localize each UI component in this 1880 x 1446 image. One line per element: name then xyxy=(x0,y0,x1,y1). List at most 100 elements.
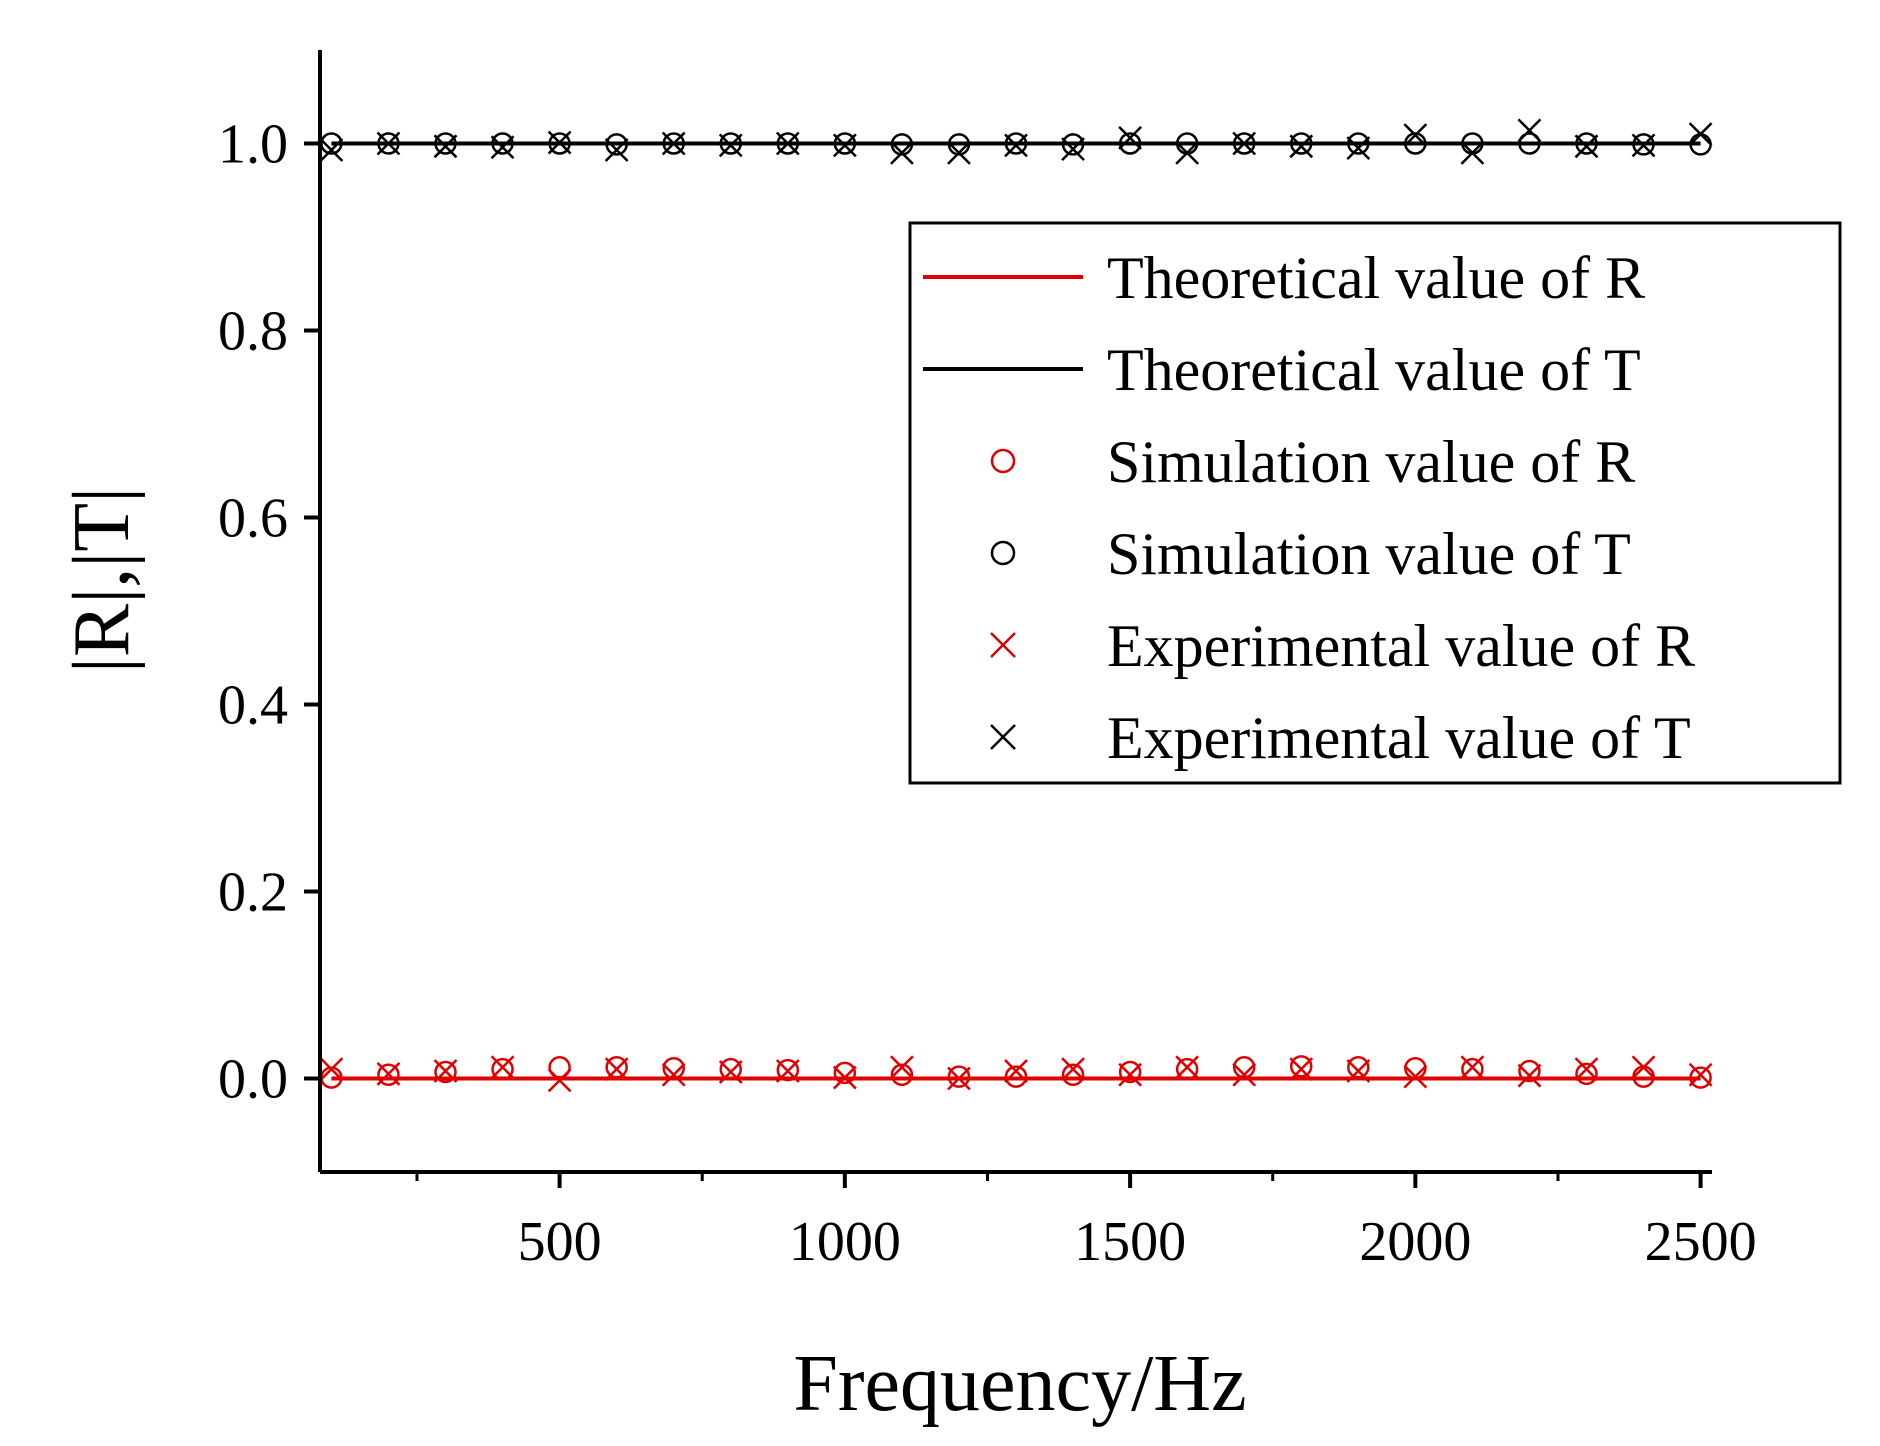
data-point-circle xyxy=(377,132,400,155)
data-point-circle xyxy=(1004,132,1028,155)
legend-circle-marker xyxy=(990,540,1016,566)
data-point-cross xyxy=(661,131,686,156)
y-tick-label: 0.0 xyxy=(218,1049,288,1111)
data-point-circle xyxy=(719,1057,743,1081)
data-point-cross xyxy=(604,1057,629,1082)
data-point-cross xyxy=(1175,140,1200,165)
y-tick-label: 0.6 xyxy=(218,488,288,550)
legend-cross-marker xyxy=(990,632,1016,658)
data-point-circle xyxy=(833,132,857,155)
y-axis-title: |R|,|T| xyxy=(58,487,146,673)
data-point-cross xyxy=(1061,1057,1085,1082)
legend-label: Experimental value of R xyxy=(1107,613,1695,679)
data-point-cross xyxy=(1460,140,1485,165)
x-tick-label: 2000 xyxy=(1359,1211,1471,1273)
data-point-circle xyxy=(1575,1062,1598,1086)
data-point-circle xyxy=(605,1056,628,1079)
data-point-cross xyxy=(1631,133,1656,158)
y-tick-label: 0.4 xyxy=(218,675,288,737)
data-point-circle xyxy=(662,1056,685,1080)
data-point-circle xyxy=(1518,132,1541,155)
data-point-circle xyxy=(1004,1065,1028,1088)
legend-label: Theoretical value of T xyxy=(1107,337,1641,403)
data-point-cross xyxy=(661,1062,686,1087)
data-point-cross xyxy=(547,1068,572,1093)
data-point-cross xyxy=(376,1061,401,1086)
data-point-circle xyxy=(1175,1057,1199,1081)
data-point-cross xyxy=(1118,126,1142,150)
data-point-circle xyxy=(1232,1056,1256,1079)
legend-box xyxy=(908,221,1842,785)
data-point-cross xyxy=(890,140,914,165)
legend: Theoretical value of R Theoretical value … xyxy=(908,221,1842,785)
legend-cross-marker xyxy=(990,724,1016,750)
data-point-cross xyxy=(1232,131,1257,156)
data-point-cross xyxy=(1232,1062,1257,1087)
x-tick-label: 1000 xyxy=(789,1211,901,1273)
data-point-cross xyxy=(1403,123,1428,147)
data-point-cross xyxy=(832,133,857,158)
data-point-circle xyxy=(1289,1055,1313,1078)
legend-label: Simulation value of T xyxy=(1107,521,1631,587)
data-point-cross xyxy=(490,135,515,160)
axes xyxy=(318,50,1712,1174)
data-point-circle xyxy=(833,1061,857,1085)
data-point-cross xyxy=(319,138,344,162)
data-point-cross xyxy=(547,130,572,155)
data-point-cross xyxy=(890,1055,914,1080)
data-point-cross xyxy=(433,1059,458,1083)
data-point-cross xyxy=(1004,1059,1028,1083)
legend-label: Theoretical value of R xyxy=(1107,245,1645,311)
data-point-circle xyxy=(491,1057,514,1081)
data-point-cross xyxy=(1460,1055,1485,1080)
x-tick-label: 1500 xyxy=(1074,1211,1186,1273)
data-point-cross xyxy=(1517,118,1542,143)
data-point-circle xyxy=(1575,132,1598,155)
data-point-circle xyxy=(548,132,571,155)
data-point-cross xyxy=(1061,137,1085,161)
data-point-circle xyxy=(947,1065,971,1088)
data-point-cross xyxy=(1688,122,1713,147)
data-point-circle xyxy=(776,1058,800,1082)
data-point-cross xyxy=(1289,134,1314,159)
data-point-circle xyxy=(377,1063,400,1087)
x-tick-label: 500 xyxy=(518,1211,602,1273)
data-point-cross xyxy=(1175,1055,1200,1080)
data-point-circle xyxy=(1518,1059,1541,1083)
data-point-cross xyxy=(376,131,401,156)
data-point-circle xyxy=(1347,1056,1370,1079)
data-point-circle xyxy=(1232,132,1256,155)
data-point-cross xyxy=(490,1055,515,1080)
data-point-circle xyxy=(491,132,514,155)
data-point-cross xyxy=(718,1060,743,1084)
x-tick-label: 2500 xyxy=(1645,1211,1757,1273)
data-point-cross xyxy=(604,138,629,162)
data-point-cross xyxy=(947,140,971,165)
data-point-cross xyxy=(947,1066,971,1091)
data-point-cross xyxy=(1403,1064,1428,1089)
data-point-circle xyxy=(434,1060,457,1084)
data-point-circle xyxy=(1461,1057,1484,1081)
data-point-cross xyxy=(1574,134,1599,159)
data-point-cross xyxy=(718,133,743,158)
data-point-cross xyxy=(1688,1062,1713,1087)
data-point-cross xyxy=(319,1057,344,1082)
data-point-circle xyxy=(1118,132,1142,155)
data-point-cross xyxy=(832,1065,857,1090)
data-point-cross xyxy=(433,134,458,159)
data-point-cross xyxy=(1289,1057,1314,1082)
data-point-cross xyxy=(1574,1057,1599,1082)
y-ticks: 0.0 0.2 0.4 0.6 0.8 1.0 xyxy=(218,114,320,1111)
data-point-circle xyxy=(1632,133,1655,156)
data-point-circle xyxy=(1061,133,1085,156)
data-point-cross xyxy=(1346,136,1371,161)
data-point-circle xyxy=(1118,1060,1142,1084)
data-point-circle xyxy=(890,1063,914,1087)
legend-label: Experimental value of T xyxy=(1107,705,1691,771)
x-axis-title: Frequency/Hz xyxy=(793,1340,1246,1428)
legend-label: Simulation value of R xyxy=(1107,429,1635,495)
data-point-circle xyxy=(719,132,743,155)
data-point-cross xyxy=(775,1059,800,1083)
data-point-circle xyxy=(1061,1063,1085,1087)
